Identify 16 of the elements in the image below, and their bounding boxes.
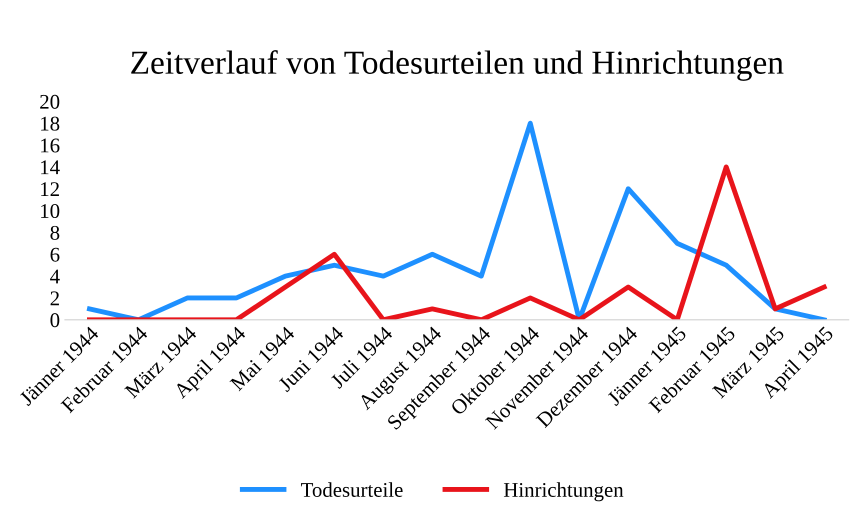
y-tick-label: 14 [41,160,60,174]
y-tick-label: 8 [50,226,60,240]
y-tick-label: 16 [41,138,60,153]
y-tick-label: 10 [41,204,60,218]
y-tick-label: 12 [41,182,59,196]
chart-title: Zeitverlauf von Todesurteilen und Hinrichtungen [131,50,784,81]
line-series [87,164,827,320]
y-tick-label: 2 [50,291,59,306]
y-tick-label: 0 [50,313,60,328]
y-tick-label: 18 [41,116,60,131]
line-series [87,120,827,320]
legend-label: Todesurteile [301,482,403,497]
legend-label: Hinrichtungen [504,482,624,502]
y-tick-label: 20 [40,94,60,109]
y-tick-label: 6 [50,248,60,262]
y-tick-label: 4 [50,270,60,284]
